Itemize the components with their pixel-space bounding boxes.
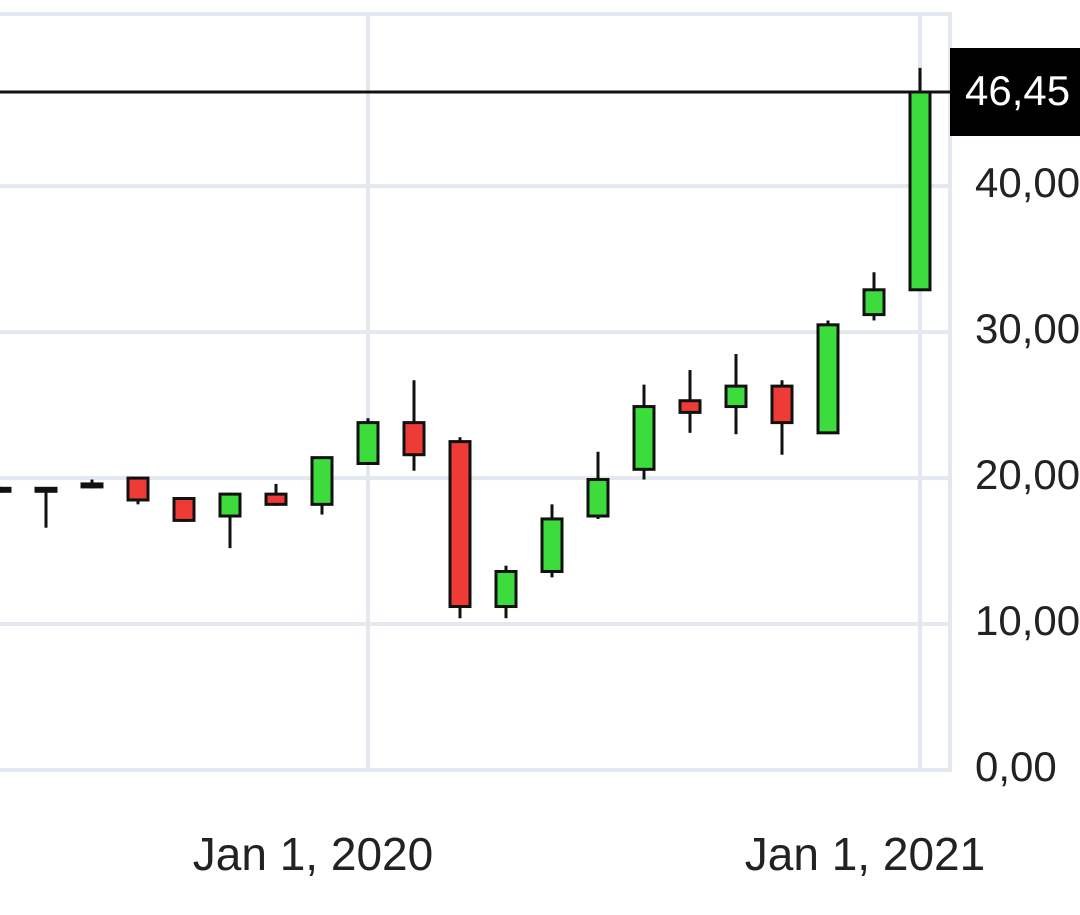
y-tick-label: 20,00 <box>975 451 1080 498</box>
x-tick-label: Jan 1, 2020 <box>193 828 433 880</box>
last-price-label: 46,45 <box>965 67 1070 114</box>
y-tick-label: 40,00 <box>975 159 1080 206</box>
candle-body <box>862 288 886 317</box>
candle-body <box>126 476 150 502</box>
candle-body <box>540 517 564 573</box>
candle-body <box>632 405 656 471</box>
candle-body <box>908 90 932 292</box>
candle-body <box>724 384 748 409</box>
last-price-box <box>950 48 1080 137</box>
x-tick-label: Jan 1, 2021 <box>745 828 985 880</box>
candle-body <box>172 497 196 522</box>
candle-body <box>34 486 58 493</box>
candle-body <box>310 456 334 506</box>
candle-body <box>678 399 702 414</box>
candle-body <box>218 492 242 518</box>
candle-body <box>586 478 610 518</box>
y-tick-label: 0,00 <box>975 743 1057 790</box>
candle-body <box>816 323 840 435</box>
candle-body <box>494 569 518 609</box>
candle-body <box>402 421 426 457</box>
candle-body <box>0 486 12 493</box>
candle-body <box>264 492 288 506</box>
candle-body <box>448 440 472 609</box>
candle-body <box>770 384 794 425</box>
candle-body <box>80 482 104 489</box>
candle-body <box>356 421 380 465</box>
y-tick-label: 30,00 <box>975 305 1080 352</box>
y-tick-label: 10,00 <box>975 597 1080 644</box>
